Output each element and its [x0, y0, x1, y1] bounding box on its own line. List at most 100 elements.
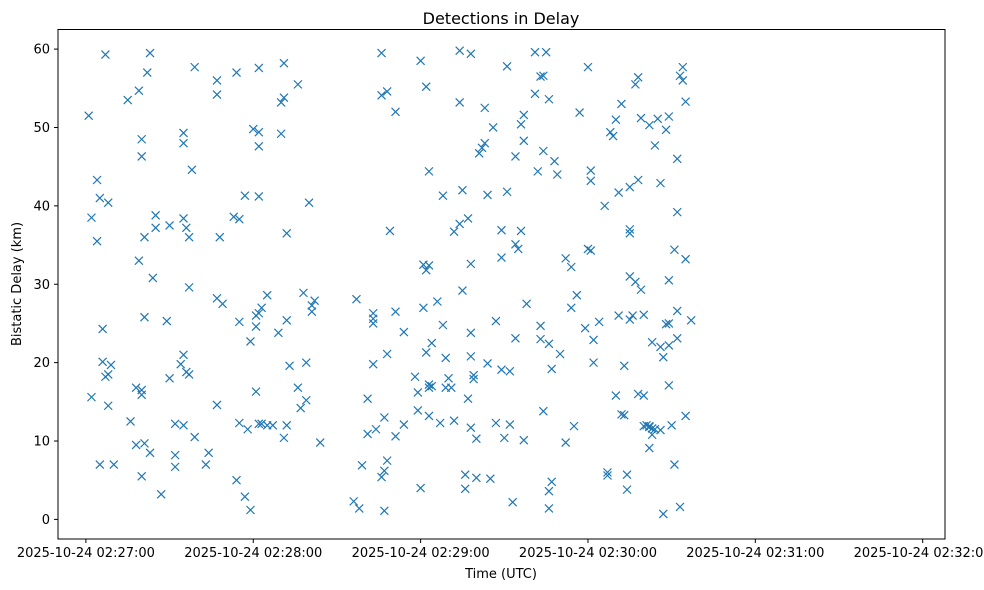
data-point — [617, 409, 626, 419]
data-point — [357, 460, 367, 470]
data-point — [243, 424, 253, 434]
data-point — [547, 364, 557, 374]
data-point — [254, 63, 264, 73]
data-point — [589, 358, 598, 368]
data-point — [212, 90, 222, 99]
data-point — [625, 182, 635, 192]
data-point — [179, 420, 188, 430]
data-point — [672, 306, 682, 316]
data-point — [254, 141, 264, 151]
data-point — [145, 48, 155, 58]
data-point — [625, 228, 635, 238]
data-point — [151, 223, 161, 233]
data-point — [232, 68, 241, 78]
data-point — [181, 223, 191, 233]
data-point — [379, 466, 389, 476]
data-point — [137, 471, 147, 481]
data-point — [190, 432, 200, 442]
data-point — [148, 273, 158, 283]
data-point — [575, 108, 585, 118]
data-point — [234, 317, 244, 327]
data-point — [550, 156, 559, 166]
data-point — [92, 236, 102, 246]
data-point — [363, 394, 373, 404]
data-point — [519, 136, 529, 146]
data-point — [87, 213, 96, 223]
data-point — [586, 246, 596, 255]
data-point — [416, 483, 426, 493]
data-point — [519, 110, 529, 120]
data-point — [455, 219, 465, 229]
data-point — [661, 125, 671, 135]
data-point — [165, 221, 174, 230]
data-point — [424, 383, 434, 393]
data-point — [307, 307, 317, 317]
data-point — [600, 201, 610, 211]
data-point — [516, 226, 526, 236]
data-point — [519, 435, 529, 445]
data-point — [541, 47, 551, 57]
data-point — [672, 207, 682, 217]
data-point — [446, 383, 456, 393]
data-point — [184, 369, 194, 379]
x-tick-label: 2025-10-24 02:31:00 — [686, 546, 824, 561]
data-point — [424, 411, 434, 421]
data-point — [511, 239, 520, 249]
data-point — [544, 486, 554, 496]
y-tick-label: 30 — [33, 278, 50, 293]
data-point — [251, 387, 261, 397]
data-point — [421, 82, 431, 92]
data-point — [583, 62, 593, 72]
data-point — [681, 97, 691, 107]
data-point — [611, 391, 621, 400]
data-point — [561, 253, 571, 263]
data-point — [170, 462, 180, 472]
y-tick-label: 50 — [33, 121, 50, 136]
data-point — [491, 316, 501, 326]
y-tick-label: 0 — [42, 513, 50, 528]
data-point — [497, 225, 506, 235]
data-point — [413, 406, 423, 415]
data-point — [678, 62, 688, 72]
data-point — [421, 265, 431, 275]
data-point — [106, 360, 116, 370]
data-point — [628, 311, 638, 321]
data-point — [165, 373, 174, 383]
data-point — [675, 502, 685, 512]
data-point — [170, 419, 180, 429]
data-point — [87, 392, 96, 402]
data-point — [137, 152, 147, 161]
data-point — [363, 429, 373, 439]
data-point — [511, 333, 520, 343]
data-point — [480, 138, 490, 148]
data-point — [438, 191, 448, 201]
data-point — [466, 351, 476, 361]
data-point — [212, 76, 222, 85]
data-point — [98, 324, 108, 334]
data-point — [416, 56, 426, 66]
data-point — [508, 497, 518, 507]
data-point — [533, 166, 543, 176]
data-point — [179, 213, 188, 223]
data-point — [293, 383, 303, 393]
data-point — [471, 473, 481, 483]
data-point — [633, 175, 643, 185]
data-point — [134, 86, 144, 96]
data-point — [458, 286, 467, 295]
plot-area — [84, 46, 696, 519]
data-point — [636, 113, 646, 123]
data-point — [586, 166, 596, 176]
data-point — [633, 72, 643, 82]
data-point — [444, 373, 453, 383]
data-point — [145, 448, 155, 458]
data-point — [349, 496, 359, 506]
data-point — [184, 282, 194, 292]
data-point — [424, 166, 434, 176]
data-point — [656, 178, 665, 188]
x-tick-label: 2025-10-24 02:28:00 — [184, 546, 322, 561]
data-point — [505, 420, 515, 429]
data-point — [544, 339, 554, 349]
data-point — [686, 315, 696, 325]
data-point — [379, 413, 389, 422]
data-point — [583, 244, 593, 254]
